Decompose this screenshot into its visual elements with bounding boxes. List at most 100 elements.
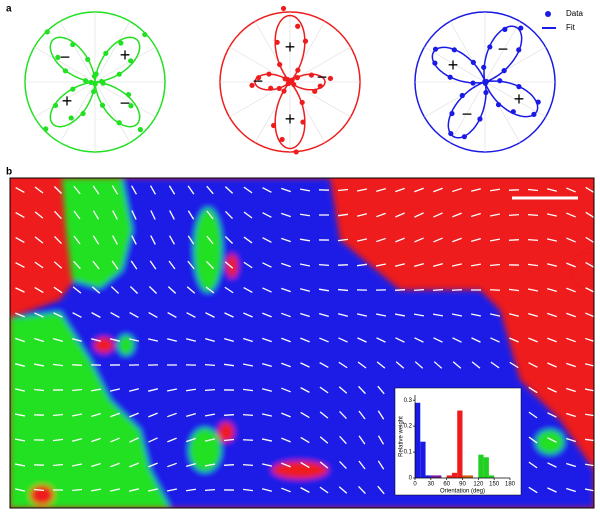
data-point — [477, 116, 483, 122]
data-point — [481, 64, 487, 70]
data-point — [535, 99, 541, 105]
data-point — [531, 111, 537, 117]
sign-label: − — [317, 67, 328, 87]
bar — [436, 475, 442, 478]
bar — [425, 475, 431, 478]
fit-curve — [431, 25, 539, 139]
data-point — [100, 80, 106, 86]
data-point — [516, 84, 522, 90]
sign-label: − — [120, 93, 131, 113]
y-tick-label: 0 — [409, 476, 413, 482]
bar — [467, 475, 474, 478]
data-point — [451, 47, 457, 53]
data-point — [276, 85, 282, 92]
legend-label: Fit — [566, 23, 576, 32]
data-point — [80, 110, 86, 117]
data-point — [116, 120, 122, 126]
data-point — [142, 31, 148, 38]
data-point — [501, 68, 507, 74]
data-point — [274, 39, 280, 45]
panel-label: a — [6, 4, 12, 15]
data-point — [99, 102, 106, 108]
data-point — [294, 75, 300, 81]
bar — [420, 441, 426, 478]
data-point — [128, 103, 134, 109]
bar — [446, 475, 452, 478]
data-point — [118, 40, 124, 46]
x-axis-title: Orientation (deg) — [440, 489, 485, 495]
data-point — [317, 83, 323, 89]
data-point — [85, 56, 91, 63]
data-point — [482, 79, 488, 85]
bar — [430, 475, 437, 478]
bar — [478, 454, 484, 478]
data-point — [255, 75, 262, 81]
x-tick-label: 120 — [473, 482, 484, 488]
data-point — [302, 38, 309, 44]
data-point — [432, 46, 439, 52]
bar — [415, 402, 421, 478]
x-tick-label: 90 — [459, 482, 466, 488]
data-point — [510, 109, 516, 115]
sign-label: + — [285, 37, 296, 57]
sign-label: − — [60, 47, 71, 67]
data-point — [291, 81, 297, 88]
sign-label: − — [462, 104, 473, 124]
data-point — [43, 126, 49, 132]
sign-label: − — [498, 39, 509, 59]
data-point — [62, 68, 68, 74]
bar — [462, 475, 468, 478]
bar — [483, 457, 489, 478]
data-point — [461, 134, 467, 140]
data-point — [280, 5, 287, 12]
sign-label: + — [120, 45, 131, 65]
y-tick-label: 0.1 — [404, 450, 413, 456]
data-point — [459, 92, 465, 99]
data-point — [300, 119, 306, 125]
data-point — [279, 136, 285, 143]
data-point — [277, 61, 283, 68]
bar — [488, 475, 495, 478]
data-point — [312, 88, 318, 94]
polar-plot: + − − + — [219, 5, 361, 155]
sign-label: − — [253, 71, 264, 91]
polar-plot: − + + − — [24, 11, 166, 153]
data-point — [502, 26, 508, 32]
y-tick-label: 0.3 — [404, 398, 413, 404]
y-tick-label: 0.2 — [404, 424, 413, 430]
data-point — [516, 47, 522, 53]
data-point — [44, 29, 50, 35]
x-tick-label: 0 — [413, 482, 417, 488]
data-point — [470, 59, 476, 65]
data-point — [281, 88, 287, 94]
bar — [451, 472, 458, 478]
data-point — [447, 74, 453, 80]
data-point — [270, 122, 277, 129]
panel-label: b — [6, 167, 12, 178]
data-point — [125, 92, 132, 98]
data-point — [82, 78, 89, 84]
data-point — [495, 102, 502, 108]
legend-marker — [545, 11, 551, 17]
data-point — [268, 85, 274, 91]
sign-label: + — [62, 91, 73, 111]
x-tick-label: 150 — [489, 482, 500, 488]
data-point — [70, 86, 76, 92]
data-point — [91, 88, 97, 95]
sign-label: + — [285, 109, 296, 129]
data-point — [266, 71, 272, 77]
data-point — [92, 81, 98, 87]
data-point — [282, 76, 288, 82]
data-point — [293, 149, 299, 155]
data-point — [295, 67, 301, 73]
data-point — [137, 127, 144, 133]
polar-plot: − + + − — [414, 11, 556, 153]
data-point — [327, 75, 334, 82]
data-point — [52, 102, 59, 109]
data-point — [497, 78, 503, 84]
data-point — [487, 44, 493, 50]
data-point — [68, 115, 74, 121]
data-point — [308, 72, 315, 78]
sign-label: + — [514, 89, 525, 109]
